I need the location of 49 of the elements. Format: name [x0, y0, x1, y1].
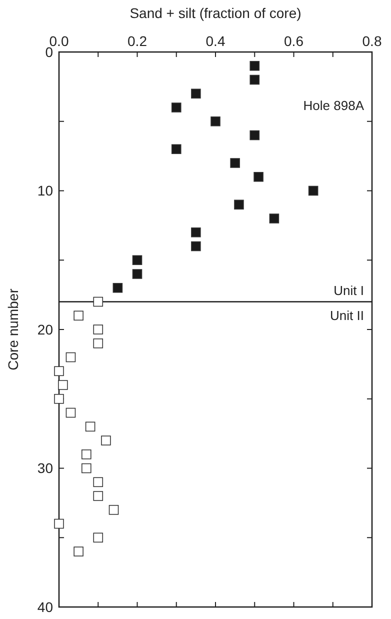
annotation: Hole 898A [303, 98, 364, 113]
x-tick-label: 0.2 [128, 33, 148, 49]
point [250, 74, 260, 85]
y-axis-title: Core number [5, 288, 21, 370]
point [93, 532, 104, 543]
point [74, 310, 84, 321]
point [250, 60, 260, 71]
point [54, 366, 64, 376]
x-axis-title: Sand + silt (fraction of core) [130, 5, 302, 21]
point [66, 408, 76, 418]
x-tick-label: 0.8 [362, 33, 382, 49]
point [254, 172, 264, 182]
point [54, 394, 64, 404]
point [101, 436, 111, 446]
point [58, 380, 68, 390]
point [93, 296, 104, 307]
point [234, 200, 244, 210]
point [93, 324, 104, 334]
ref-line-label: Unit I [334, 282, 364, 298]
point [191, 227, 201, 238]
y-tick-label: 20 [37, 321, 54, 338]
point [112, 282, 123, 293]
point [132, 255, 142, 266]
y-tick-label: 40 [37, 598, 54, 615]
point [308, 186, 318, 196]
y-tick-label: 10 [37, 182, 54, 199]
point [191, 241, 201, 252]
point [230, 158, 240, 168]
point [81, 449, 92, 460]
x-tick-label: 0.6 [284, 33, 304, 49]
point [171, 102, 182, 112]
point [66, 352, 76, 362]
annotation: Unit II [330, 308, 364, 323]
point [93, 477, 104, 488]
point [132, 269, 142, 279]
point [171, 144, 182, 154]
point [54, 518, 64, 529]
y-tick-label: 30 [37, 460, 54, 476]
point [250, 130, 260, 140]
x-tick-label: 0.4 [206, 33, 226, 49]
point [108, 504, 119, 515]
point [85, 422, 96, 432]
point [93, 491, 104, 501]
point [74, 546, 84, 556]
point [210, 116, 220, 126]
point [269, 214, 280, 224]
point [191, 88, 201, 99]
point [93, 338, 104, 348]
point [81, 463, 92, 474]
